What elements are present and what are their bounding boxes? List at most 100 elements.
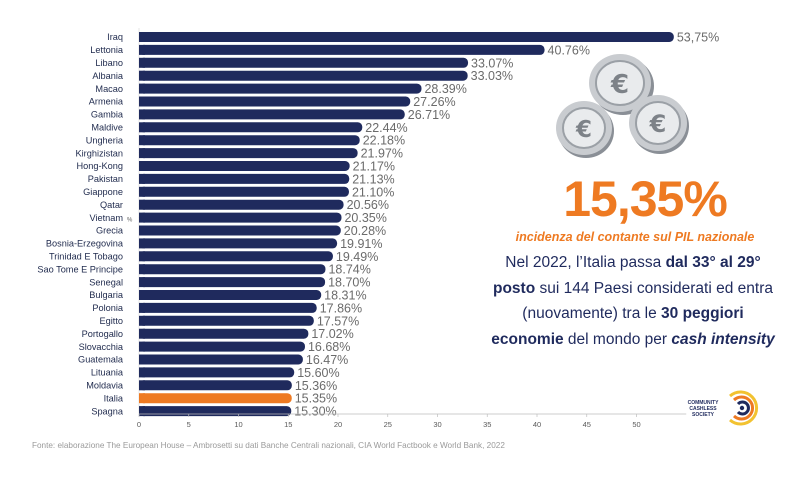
unit-marker: %	[127, 218, 133, 224]
category-label: Giappone	[83, 187, 123, 197]
description-part-1: Nel 2022, l’Italia passa	[505, 254, 666, 271]
bar-base	[139, 96, 145, 107]
category-label: Vietnam	[89, 213, 123, 223]
x-tick-label: 50	[632, 420, 640, 429]
category-label: Moldavia	[86, 381, 124, 391]
x-tick-label: 0	[137, 420, 141, 429]
value-label: 17.86%	[320, 301, 362, 315]
value-label: 21.97%	[361, 147, 403, 161]
category-label: Portogallo	[82, 329, 123, 339]
category-label: Polonia	[92, 303, 124, 313]
bar-base	[139, 44, 145, 55]
bar	[139, 225, 341, 236]
logo-line-1: COMMUNITY	[687, 400, 719, 406]
category-label: Slovacchia	[79, 342, 124, 352]
category-label: Qatar	[100, 200, 123, 210]
bar-base	[139, 251, 145, 262]
value-label: 20.28%	[344, 224, 386, 238]
bar-base	[139, 83, 145, 94]
value-label: 33.03%	[471, 69, 513, 83]
bar	[139, 212, 342, 223]
bar	[139, 161, 350, 171]
category-label: Grecia	[96, 226, 124, 236]
category-label: Pakistan	[88, 174, 123, 184]
category-label: Ungheria	[86, 135, 124, 145]
value-label: 28.39%	[424, 82, 466, 96]
category-label: Hong-Kong	[77, 161, 123, 171]
bar	[139, 328, 309, 339]
bar	[139, 290, 322, 300]
value-label: 53,75%	[677, 31, 719, 45]
bar-base	[139, 238, 145, 249]
x-tick-label: 40	[533, 420, 541, 429]
euro-coins-icon: € € €	[556, 54, 689, 158]
bar	[139, 122, 363, 133]
x-tick-label: 5	[187, 420, 191, 429]
x-tick-label: 15	[284, 420, 292, 429]
value-label: 22.18%	[363, 134, 405, 148]
svg-text:€: €	[649, 110, 667, 138]
category-label: Albania	[92, 71, 124, 81]
bar	[139, 148, 358, 159]
category-label: Italia	[104, 393, 124, 403]
value-label: 21.13%	[352, 172, 394, 186]
bar-base	[139, 302, 145, 313]
value-label: 15.35%	[295, 392, 337, 406]
svg-text:€: €	[575, 117, 592, 143]
category-label: Armenia	[89, 97, 124, 107]
category-label: Iraq	[107, 32, 123, 42]
value-label: 18.31%	[324, 289, 366, 303]
description-italic: cash intensity	[671, 330, 775, 348]
bar-base	[139, 328, 145, 339]
bar	[139, 277, 326, 288]
value-label: 15.30%	[294, 405, 336, 419]
bar-base	[139, 186, 145, 197]
bar-base	[139, 148, 145, 159]
category-label: Gambia	[91, 110, 124, 120]
value-label: 16.47%	[306, 353, 348, 367]
category-label: Lettonia	[90, 45, 124, 55]
category-label: Egitto	[100, 316, 124, 326]
x-tick-label: 35	[483, 420, 491, 429]
bar	[139, 32, 674, 42]
logo-line-3: SOCIETY	[692, 412, 714, 418]
value-label: 18.70%	[328, 276, 370, 290]
description-bold-2: 30 peggiori economie	[491, 305, 744, 348]
value-label: 20.35%	[344, 211, 386, 225]
headline-value: 15,35%	[563, 171, 728, 227]
value-label: 19.91%	[340, 237, 382, 251]
bar-base	[139, 135, 145, 146]
bar-base	[139, 122, 145, 133]
bar	[139, 302, 317, 313]
category-label: Libano	[95, 58, 123, 68]
bar-base	[139, 70, 145, 81]
value-label: 17.57%	[317, 314, 359, 328]
category-label: Macao	[95, 84, 123, 94]
category-label: Guatemala	[78, 355, 124, 365]
description-text: Nel 2022, l’Italia passa dal 33° al 29° …	[488, 250, 778, 352]
bar-base	[139, 380, 145, 391]
bar	[139, 70, 468, 81]
category-label: Senegal	[89, 277, 123, 287]
description-bold-1: dal 33° al 29° posto	[492, 254, 761, 297]
value-label: 15.60%	[297, 366, 339, 380]
bar	[139, 135, 360, 146]
value-label: 16.68%	[308, 340, 350, 354]
value-label: 22.44%	[365, 121, 407, 135]
category-label: Sao Tome E Principe	[37, 264, 123, 274]
bar-base	[139, 341, 145, 352]
category-label: Bosnia-Erzegovina	[46, 239, 124, 249]
bar-base	[139, 32, 145, 42]
svg-text:€: €	[610, 70, 629, 100]
value-label: 27.26%	[413, 95, 455, 109]
description-part-2: sui 144 Paesi considerati ed entra (nuov…	[522, 279, 773, 323]
description-part-3: del mondo per	[563, 330, 672, 348]
bar	[139, 83, 422, 94]
bar	[139, 57, 469, 68]
category-label: Spagna	[91, 406, 124, 416]
bar-chart: Iraq 53,75% Lettonia 40.76% Libano 33.07% Alba…	[37, 28, 719, 429]
category-label: Bulgaria	[89, 290, 124, 300]
value-label: 18.74%	[328, 263, 370, 277]
bar	[139, 315, 314, 326]
bar-base	[139, 277, 145, 288]
